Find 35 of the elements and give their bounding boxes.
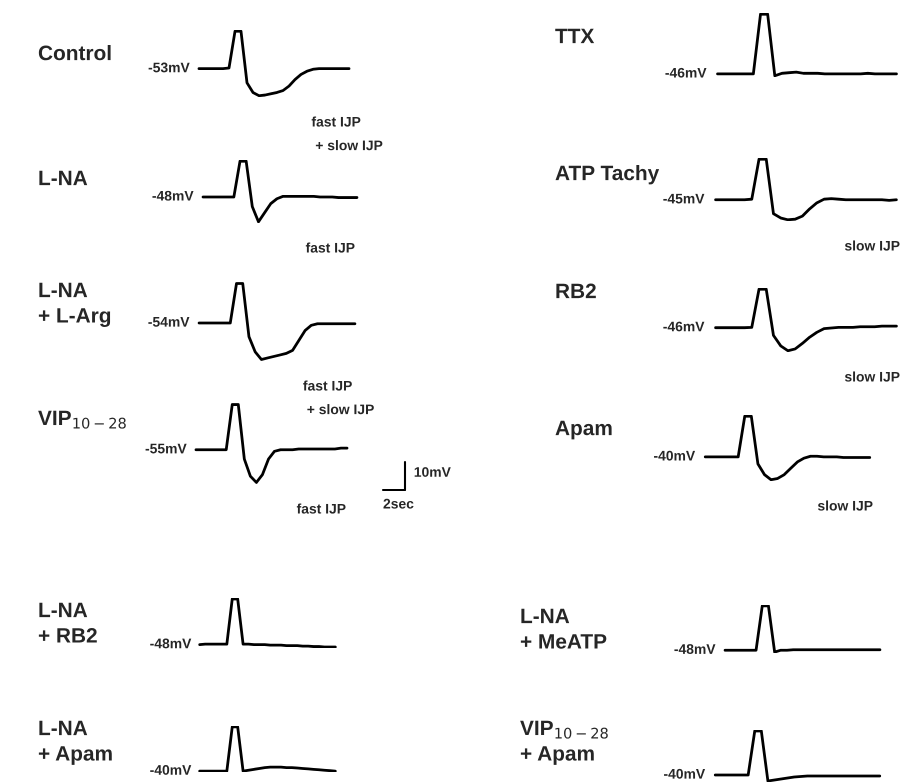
text: Control	[38, 45, 111, 60]
text: L-NA + MeATP	[520, 608, 606, 649]
text: fast IJP	[306, 242, 355, 253]
text: L-NA + L-Arg	[38, 282, 110, 327]
chart-title: L-NA	[39, 170, 88, 186]
chart-title: VIP$_{10−28}$	[38, 410, 126, 429]
chart-title: VIP$_{10−28}$ + Apam	[520, 720, 608, 765]
text: slow IJP	[844, 240, 900, 251]
text: -48mV	[152, 190, 194, 201]
text: -53mV	[148, 62, 190, 72]
text: 10mV	[414, 467, 451, 477]
text: -40mV	[150, 765, 192, 775]
text: -40mV	[664, 768, 706, 779]
chart-title: RB2	[556, 284, 596, 298]
text: + slow IJP	[316, 140, 382, 150]
chart-title: Apam	[556, 420, 612, 440]
text: -46mV	[663, 322, 704, 332]
text: -48mV	[674, 644, 716, 654]
text: -55mV	[146, 444, 187, 454]
text: -46mV	[665, 68, 706, 78]
text: -54mV	[148, 317, 190, 327]
text: fast IJP	[303, 380, 352, 391]
text: slow IJP	[844, 371, 900, 382]
chart-title: ATP Tachy	[556, 165, 660, 184]
text: L-NA + RB2	[38, 602, 97, 643]
text: 2sec	[383, 498, 414, 509]
text: TTX	[555, 28, 594, 44]
text: -48mV	[150, 638, 192, 648]
text: -45mV	[663, 194, 704, 204]
text: slow IJP	[818, 500, 873, 511]
text: -40mV	[654, 450, 696, 461]
text: fast IJP	[296, 503, 346, 514]
annotation: + slow IJP	[307, 404, 374, 414]
text: fast IJP	[312, 116, 360, 127]
chart-title: L-NA + Apam	[38, 720, 112, 765]
